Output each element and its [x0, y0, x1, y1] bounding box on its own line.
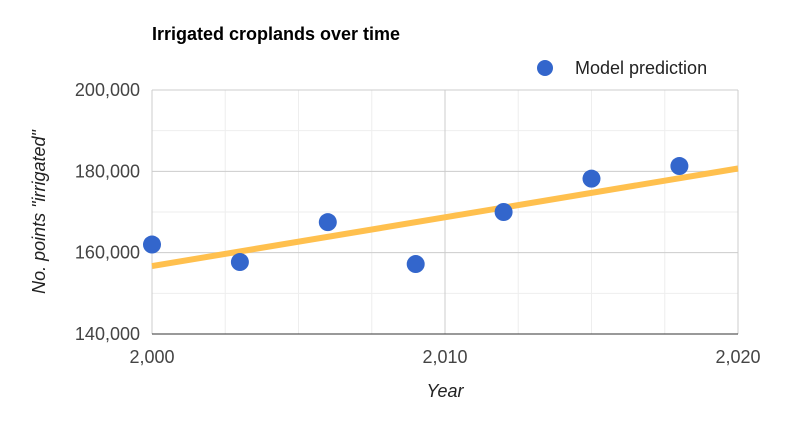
- chart-title: Irrigated croplands over time: [152, 24, 400, 44]
- data-point[interactable]: [670, 157, 689, 176]
- trendline: [151, 165, 739, 270]
- data-points: [143, 157, 689, 274]
- legend-marker: [537, 60, 553, 76]
- data-point[interactable]: [230, 253, 249, 272]
- data-point[interactable]: [318, 213, 337, 232]
- y-tick-label: 160,000: [75, 243, 140, 263]
- legend-label: Model prediction: [575, 58, 707, 78]
- data-point[interactable]: [494, 203, 513, 221]
- x-tick-label: 2,000: [129, 347, 174, 367]
- y-axis-ticks: 140,000 160,000 180,000 200,000: [75, 80, 140, 344]
- x-axis-label: Year: [426, 381, 464, 401]
- data-point[interactable]: [406, 255, 425, 274]
- x-tick-label: 2,010: [422, 347, 467, 367]
- data-point[interactable]: [143, 235, 161, 254]
- data-point[interactable]: [582, 169, 601, 188]
- y-tick-label: 180,000: [75, 161, 140, 181]
- y-tick-label: 200,000: [75, 80, 140, 100]
- y-tick-label: 140,000: [75, 324, 140, 344]
- gridlines: [151, 89, 739, 335]
- trendline-group: [151, 165, 739, 270]
- legend: Model prediction: [537, 58, 707, 78]
- x-axis-ticks: 2,000 2,010 2,020: [129, 347, 760, 367]
- x-tick-label: 2,020: [715, 347, 760, 367]
- y-axis-label: No. points "irrigated": [29, 128, 49, 293]
